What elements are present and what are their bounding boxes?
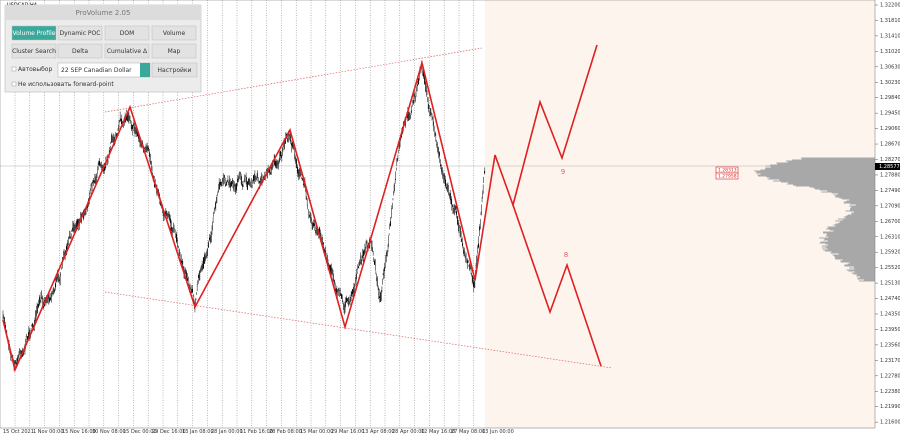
current-price-tag [875, 163, 900, 170]
wave-label: 8 [564, 251, 568, 259]
button-face[interactable] [57, 25, 103, 41]
price-label: 1.26310 [880, 234, 900, 240]
button-face[interactable] [11, 43, 57, 59]
forward-point-label[interactable]: Не использовать forward-point [18, 81, 114, 88]
button-label: Cumulative Δ [107, 48, 148, 55]
button[interactable]: Delta [57, 43, 103, 59]
price-axis: 1.32200 1.31810 1.31410 1.31020 1.30630 1.302… [875, 3, 900, 426]
price-label: 1.21600 [880, 420, 900, 426]
instrument-name: 22 SEP Canadian Dollar [61, 67, 132, 74]
price-label: 1.24740 [880, 296, 900, 302]
wave-path-alt [512, 204, 602, 367]
date-label: 15 Oct 2021 [3, 429, 34, 435]
price-label: 1.23950 [880, 327, 900, 333]
button-face[interactable] [151, 43, 197, 59]
price-label: 1.25520 [880, 265, 900, 271]
date-label: 28 Jan 00:00 [211, 429, 243, 435]
date-label: 15 Nov 16:00 [62, 429, 96, 435]
button-label: Dynamic POC [60, 30, 101, 37]
checkbox[interactable] [11, 66, 17, 72]
date-label: 28 Feb 08:00 [269, 429, 302, 435]
price-label: 1.24350 [880, 312, 900, 318]
price-label: 1.29840 [880, 95, 900, 101]
button[interactable]: DOM [104, 25, 150, 41]
date-label: 13 Jan 08:00 [182, 429, 214, 435]
date-label: 30 Nov 08:00 [92, 429, 126, 435]
price-label: 1.27490 [880, 188, 900, 194]
button-grid: Volume Profile Dynamic POC DOM Volume Cluste… [11, 25, 197, 59]
price-label: 1.27090 [880, 203, 900, 209]
price-label: 1.22380 [880, 389, 900, 395]
button-label: Delta [72, 48, 88, 55]
forecast-area [485, 0, 875, 428]
date-label: 29 Mar 16:00 [331, 429, 364, 435]
price-label: 1.27880 [880, 172, 900, 178]
button[interactable]: Volume [151, 25, 197, 41]
price-label: 1.22780 [880, 373, 900, 379]
button-face[interactable] [104, 25, 150, 41]
price-label: 1.25920 [880, 250, 900, 256]
price-label: 1.32200 [880, 3, 900, 9]
checkbox[interactable] [11, 81, 17, 87]
chart-frame [0, 0, 876, 429]
button-label: DOM [120, 30, 135, 37]
price-label: 1.25130 [880, 281, 900, 287]
provolume-panel: ProVolume 2.05 Volume Profile Dynamic POC… [4, 4, 202, 93]
wave-label: 9 [561, 168, 565, 176]
button[interactable]: Dynamic POC [57, 25, 103, 41]
wave-path [2, 44, 598, 373]
price-label: 1.31810 [880, 18, 900, 24]
date-label: 13 Apr 08:00 [362, 429, 395, 435]
price-label: 1.28270 [880, 157, 900, 163]
date-label: 15 Dec 00:00 [123, 429, 157, 435]
level-tag [715, 172, 739, 180]
settings-label: Настройки [158, 67, 192, 74]
price-label: 1.23170 [880, 358, 900, 364]
select-arrow[interactable] [140, 63, 150, 77]
price-label: 1.21990 [880, 404, 900, 410]
channel-lower [104, 291, 613, 369]
price-label: 1.30630 [880, 64, 900, 70]
button-face[interactable] [151, 25, 197, 41]
price-label: 1.31020 [880, 49, 900, 55]
level-tag-text: 1.27958 [718, 174, 737, 180]
date-label: 1 Nov 00:00 [33, 429, 64, 435]
date-label: 29 Dec 16:00 [152, 429, 186, 435]
date-label: 11 Feb 16:00 [240, 429, 273, 435]
button-label: Volume [163, 30, 186, 37]
panel-title: ProVolume 2.05 [76, 9, 131, 17]
price-label: 1.29450 [880, 111, 900, 117]
button-face[interactable] [104, 43, 150, 59]
button-label: Volume Profile [13, 30, 56, 37]
panel-titlebar [5, 5, 201, 20]
price-label: 1.28670 [880, 142, 900, 148]
level-tag-text: 1.28313 [718, 168, 737, 174]
button[interactable]: Cumulative Δ [104, 43, 150, 59]
current-price: 1.28577 [879, 164, 900, 170]
button[interactable]: Map [151, 43, 197, 59]
price-label: 1.31410 [880, 33, 900, 39]
button-face[interactable] [57, 43, 103, 59]
channel-upper [104, 47, 483, 113]
date-label: 27 May 08:00 [451, 429, 485, 435]
price-label: 1.29060 [880, 126, 900, 132]
price-label: 1.26700 [880, 219, 900, 225]
volume-profile [754, 157, 875, 282]
button[interactable]: Volume Profile [11, 25, 57, 41]
button-face[interactable] [11, 25, 57, 41]
button-label: Cluster Search [12, 48, 56, 55]
price-label: 1.30230 [880, 80, 900, 86]
price-label: 1.23560 [880, 342, 900, 348]
date-label: 15 Mar 00:00 [300, 429, 333, 435]
date-label: 13 Jun 00:00 [482, 429, 514, 435]
settings-button[interactable] [151, 62, 198, 78]
button-label: Map [168, 48, 181, 55]
auto-select-label[interactable]: Автовыбор [18, 66, 52, 73]
button[interactable]: Cluster Search [11, 43, 57, 59]
date-label: 28 Apr 00:00 [392, 429, 425, 435]
date-label: 12 May 16:00 [421, 429, 455, 435]
